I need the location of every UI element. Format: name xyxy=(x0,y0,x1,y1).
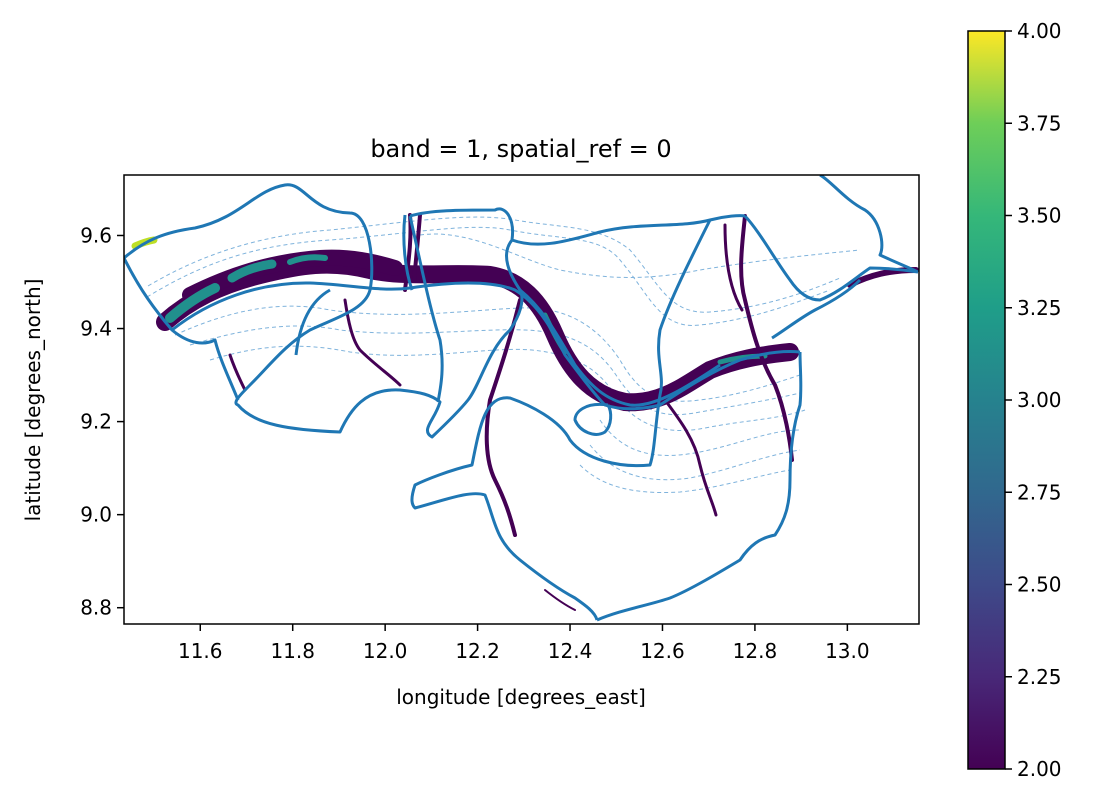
boundary-line xyxy=(294,288,331,356)
raster-teal-patch xyxy=(287,254,328,265)
x-tick-label: 11.6 xyxy=(178,639,223,663)
x-tick-label: 12.4 xyxy=(548,639,593,663)
colorbar-tick-label: 3.25 xyxy=(1017,296,1062,320)
boundary-line xyxy=(410,219,712,621)
raster-tributary xyxy=(228,353,247,392)
plot-frame xyxy=(123,174,920,625)
contour-line xyxy=(589,444,801,481)
raster-teal-patch xyxy=(165,283,220,323)
y-axis: 8.8 9.0 9.2 9.4 9.6 xyxy=(80,223,124,620)
colorbar-tick-label: 2.25 xyxy=(1017,665,1062,689)
y-axis-label: latitude [degrees_north] xyxy=(21,279,45,522)
colorbar-tick-label: 4.00 xyxy=(1017,19,1062,43)
colorbar: 2.00 2.25 2.50 2.75 3.00 3.25 3.50 3.75 4.00 xyxy=(967,19,1062,781)
contour-line xyxy=(579,464,791,493)
x-tick-label: 12.8 xyxy=(733,639,778,663)
boundary-line xyxy=(596,351,803,622)
x-tick-label: 12.6 xyxy=(640,639,685,663)
plot-area: 11.6 11.8 12.0 12.2 12.4 12.6 12.8 13.0 8.8 9.0 9… xyxy=(80,174,920,663)
boundary-line xyxy=(519,288,721,407)
boundary-line xyxy=(124,257,240,401)
boundary-line xyxy=(819,175,919,274)
contour-line xyxy=(174,305,801,402)
colorbar-tick-label: 2.00 xyxy=(1017,757,1062,781)
boundary-line xyxy=(511,214,746,246)
y-tick-label: 9.6 xyxy=(80,223,112,247)
raster-tributary xyxy=(723,223,744,312)
raster-tributary xyxy=(343,298,402,387)
x-tick-label: 12.0 xyxy=(363,639,408,663)
chart-title: band = 1, spatial_ref = 0 xyxy=(370,135,671,163)
contour-line xyxy=(419,233,861,278)
y-tick-label: 8.8 xyxy=(80,596,112,620)
boundary-line xyxy=(408,215,444,403)
colorbar-gradient xyxy=(968,31,1005,769)
colorbar-tick-label: 3.50 xyxy=(1017,204,1062,228)
x-tick-label: 13.0 xyxy=(825,639,870,663)
raster-south-specks xyxy=(544,589,576,611)
raster-teal-patch xyxy=(227,259,277,283)
y-tick-label: 9.0 xyxy=(80,503,112,527)
x-axis-label: longitude [degrees_east] xyxy=(396,685,646,709)
boundary-line xyxy=(124,183,524,439)
x-tick-label: 12.2 xyxy=(455,639,500,663)
colorbar-ticks: 2.00 2.25 2.50 2.75 3.00 3.25 3.50 3.75 4.00 xyxy=(1005,19,1062,781)
raster-tributary xyxy=(663,398,718,517)
y-tick-label: 9.4 xyxy=(80,317,112,341)
y-tick-label: 9.2 xyxy=(80,410,112,434)
contour-line xyxy=(147,216,841,313)
colorbar-tick-label: 2.75 xyxy=(1017,480,1062,504)
boundary-line xyxy=(402,214,414,291)
contour-line xyxy=(146,226,831,326)
x-axis: 11.6 11.8 12.0 12.2 12.4 12.6 12.8 13.0 xyxy=(178,624,870,663)
boundary-lines xyxy=(124,175,919,622)
colorbar-tick-label: 2.50 xyxy=(1017,573,1062,597)
raster-tributary xyxy=(739,214,794,462)
boundary-line xyxy=(771,278,862,340)
contour-line xyxy=(599,419,801,456)
boundary-line xyxy=(743,214,919,302)
raster-east-strip xyxy=(847,267,919,288)
boundary-line xyxy=(573,402,613,436)
raster-tributary xyxy=(484,298,522,537)
colorbar-tick-label: 3.75 xyxy=(1017,111,1062,135)
colorbar-tick-label: 3.00 xyxy=(1017,388,1062,412)
boundary-line xyxy=(171,281,801,411)
x-tick-label: 11.8 xyxy=(270,639,315,663)
